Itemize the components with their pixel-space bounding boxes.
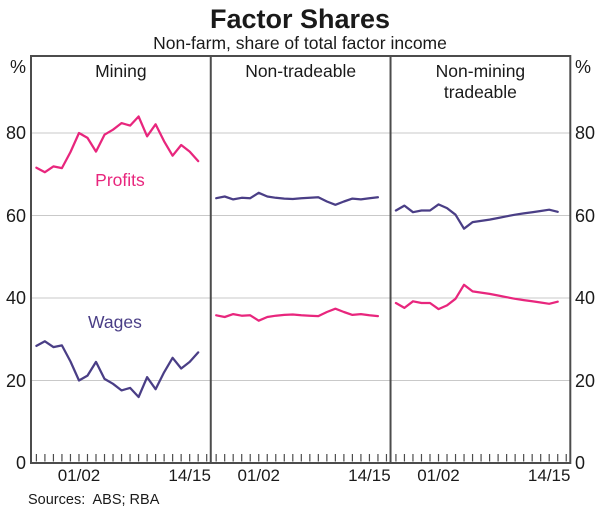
y-axis-label-left: 40 <box>5 288 26 308</box>
plot-border <box>30 55 572 464</box>
series-line-profits <box>215 307 380 322</box>
series-line-profits <box>394 283 559 311</box>
panel-label: Non-tradeable <box>245 61 357 81</box>
chart-title: Factor Shares <box>209 4 391 34</box>
x-axis-label: 14/15 <box>348 466 391 485</box>
x-axis-label: 01/02 <box>237 466 280 485</box>
y-axis-label-right: 40 <box>575 288 596 308</box>
y-axis-label-left: 20 <box>5 370 26 391</box>
series-line-profits <box>35 115 200 174</box>
y-axis-label-right: 60 <box>575 205 596 226</box>
chart-subtitle: Non-farm, share of total factor income <box>153 33 447 53</box>
y-axis-label-left: 0 <box>15 453 26 473</box>
y-axis-label-left: 60 <box>5 205 26 226</box>
sources-note: Sources: ABS; RBA <box>28 492 160 508</box>
series-line-wages <box>394 203 559 230</box>
series-line-wages <box>35 340 200 399</box>
x-axis-label: 01/02 <box>417 466 460 485</box>
panel-label: Mining <box>95 61 147 81</box>
percent-label-left: % <box>9 57 26 77</box>
y-axis-label-left: 80 <box>5 123 26 143</box>
y-axis-label-right: 20 <box>575 370 596 391</box>
x-axis-label: 14/15 <box>168 466 211 485</box>
series-line-wages <box>215 191 380 206</box>
y-axis-label-right: 80 <box>575 123 596 143</box>
x-axis-label: 01/02 <box>57 466 101 485</box>
x-axis-label: 14/15 <box>527 466 571 485</box>
series-label-profits: Profits <box>95 170 145 191</box>
panel-label: tradeable <box>443 82 517 102</box>
panel-label: Non-mining <box>435 61 526 81</box>
y-axis-label-right: 0 <box>575 453 586 473</box>
percent-label-right: % <box>575 57 592 77</box>
series-label-wages: Wages <box>88 311 142 332</box>
